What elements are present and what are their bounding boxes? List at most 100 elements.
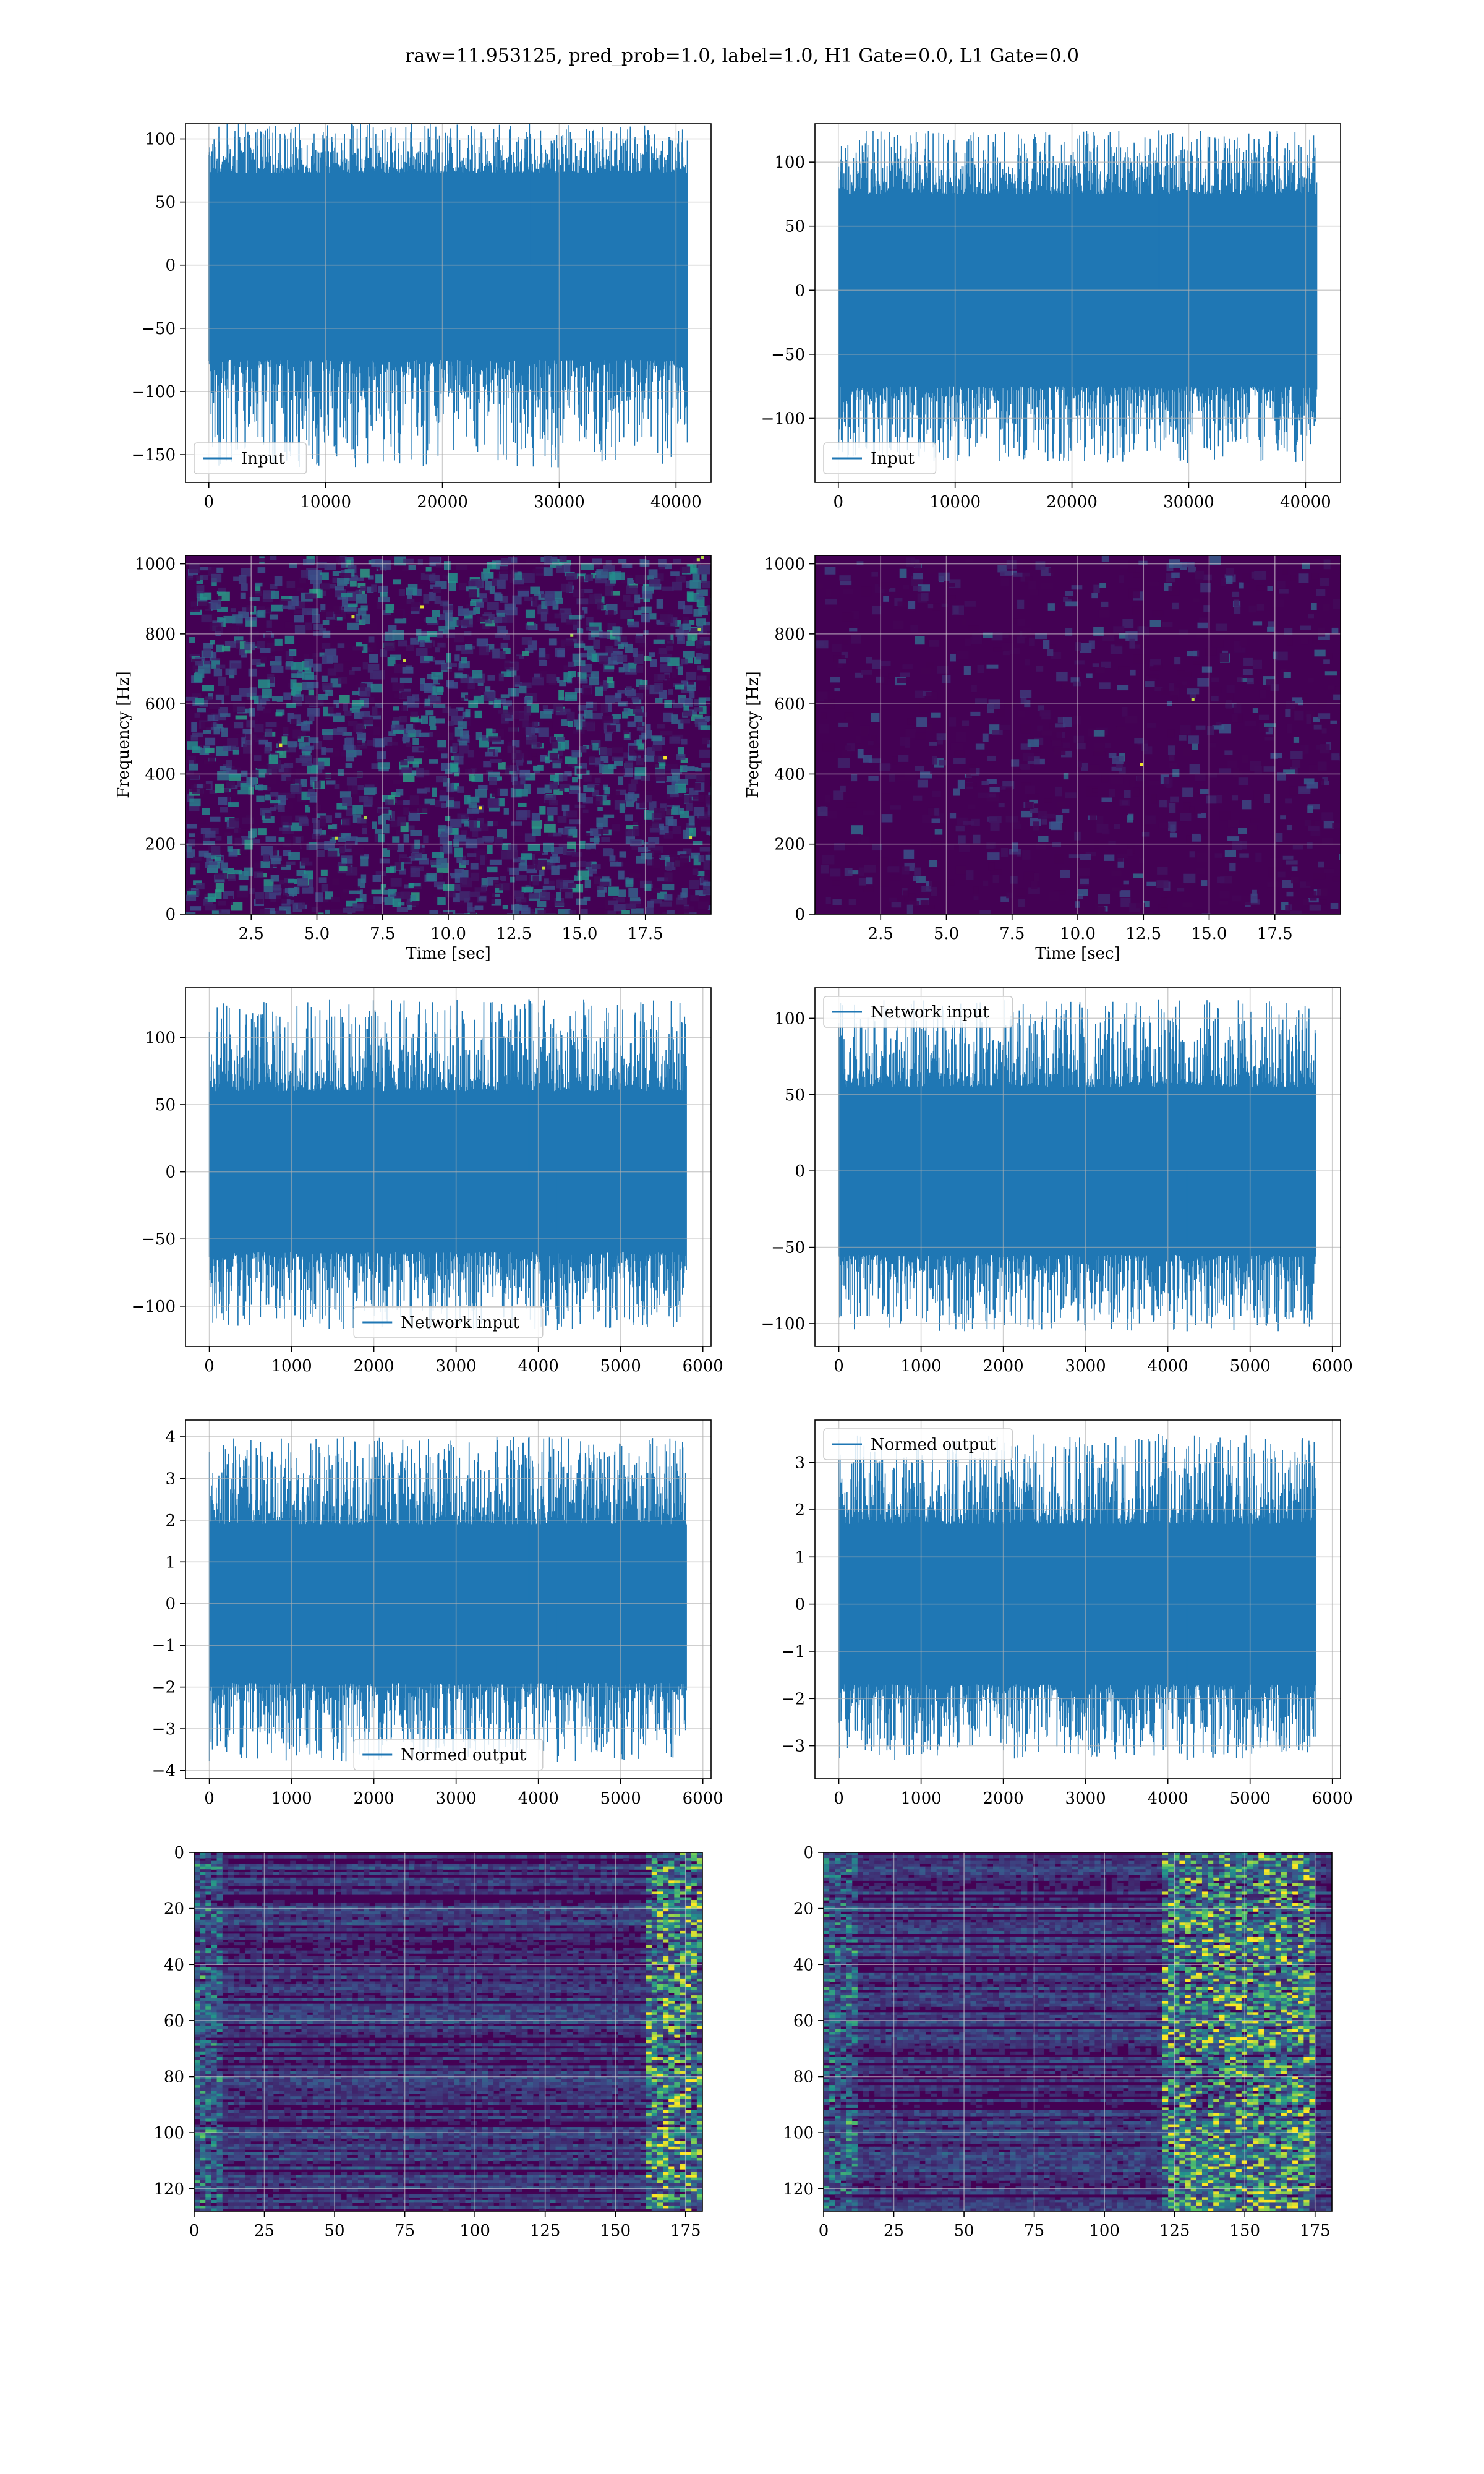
heatmap-cell bbox=[612, 756, 624, 761]
heatmap-cell bbox=[1208, 773, 1217, 778]
heatmap-cell bbox=[221, 727, 228, 737]
heatmap-cell bbox=[696, 1877, 702, 1881]
heatmap-cell bbox=[467, 796, 480, 803]
heatmap-cell bbox=[403, 825, 415, 832]
heatmap-cell bbox=[578, 1877, 584, 1881]
heatmap-cell bbox=[842, 612, 854, 622]
heatmap-cell bbox=[604, 586, 613, 596]
panel-input_h1: 0 10000 20000 30000 40000−150−100−50050100In… bbox=[132, 123, 712, 511]
heatmap-hotspot bbox=[1191, 698, 1195, 701]
heatmap-cell bbox=[292, 876, 305, 880]
heatmap-cell bbox=[296, 1880, 302, 1884]
heatmap-cell bbox=[704, 873, 711, 880]
heatmap-cell bbox=[957, 779, 965, 789]
heatmap-cell bbox=[868, 740, 874, 746]
heatmap-cell bbox=[1006, 892, 1013, 899]
heatmap-cell bbox=[406, 901, 412, 905]
heatmap-cell bbox=[307, 1877, 313, 1881]
heatmap-cell bbox=[349, 890, 362, 894]
heatmap-cell bbox=[454, 1883, 460, 1886]
heatmap-cell bbox=[448, 1891, 454, 1895]
heatmap-cell bbox=[425, 1855, 432, 1859]
heatmap-cell bbox=[561, 888, 573, 893]
heatmap-cell bbox=[544, 1903, 550, 1906]
heatmap-cell bbox=[698, 855, 705, 862]
heatmap-cell bbox=[908, 901, 920, 907]
heatmap-cell bbox=[189, 654, 200, 658]
heatmap-cell bbox=[566, 1883, 573, 1886]
heatmap-cell bbox=[561, 1872, 568, 1875]
heatmap-cell bbox=[950, 742, 963, 750]
heatmap-cell bbox=[704, 716, 711, 722]
heatmap-cell bbox=[1225, 635, 1234, 640]
heatmap-cell bbox=[369, 1855, 375, 1859]
heatmap-cell bbox=[1116, 857, 1124, 862]
heatmap-cell bbox=[555, 1903, 562, 1906]
heatmap-cell bbox=[513, 578, 524, 585]
heatmap-cell bbox=[469, 774, 475, 782]
heatmap-cell bbox=[704, 641, 711, 646]
heatmap-cell bbox=[190, 867, 196, 875]
heatmap-cell bbox=[260, 648, 271, 653]
heatmap-cell bbox=[634, 594, 641, 604]
heatmap-cell bbox=[1252, 621, 1263, 626]
heatmap-cell bbox=[944, 879, 955, 886]
heatmap-cell bbox=[439, 795, 449, 802]
heatmap-cell bbox=[220, 862, 228, 871]
heatmap-cell bbox=[601, 836, 610, 842]
heatmap-cell bbox=[691, 852, 700, 859]
heatmap-cell bbox=[353, 722, 365, 732]
heatmap-cell bbox=[205, 1858, 211, 1862]
legend-box bbox=[823, 996, 1013, 1028]
heatmap-cell bbox=[234, 837, 242, 847]
heatmap-cell bbox=[471, 1869, 477, 1873]
heatmap-cell bbox=[668, 1855, 675, 1859]
heatmap-cell bbox=[654, 819, 663, 824]
heatmap-cell bbox=[471, 1900, 477, 1904]
heatmap-cell bbox=[475, 732, 482, 740]
heatmap-cell bbox=[471, 1903, 477, 1906]
heatmap-cell bbox=[222, 1858, 229, 1862]
heatmap-cell bbox=[1111, 776, 1124, 785]
heatmap-cell bbox=[614, 640, 625, 646]
heatmap-cell bbox=[566, 1891, 573, 1895]
heatmap-cell bbox=[194, 1855, 200, 1859]
heatmap-cell bbox=[318, 1866, 325, 1870]
heatmap-cell bbox=[475, 789, 487, 798]
heatmap-cell bbox=[393, 579, 401, 585]
heatmap-cell bbox=[1292, 845, 1303, 850]
heatmap-cell bbox=[500, 566, 510, 574]
heatmap-cell bbox=[474, 848, 486, 854]
heatmap-cell bbox=[403, 1888, 409, 1893]
heatmap-cell bbox=[513, 701, 520, 711]
heatmap-cell bbox=[582, 809, 589, 813]
heatmap-cell bbox=[419, 803, 430, 813]
heatmap-cell bbox=[920, 592, 929, 601]
heatmap-cell bbox=[203, 643, 213, 649]
heatmap-cell bbox=[260, 908, 270, 914]
heatmap-cell bbox=[620, 641, 628, 647]
heatmap-cell bbox=[521, 563, 533, 570]
heatmap-cell bbox=[566, 1864, 573, 1867]
heatmap-cell bbox=[955, 732, 966, 742]
heatmap-cell bbox=[386, 1883, 393, 1886]
y-tick-label: 200 bbox=[145, 836, 176, 854]
heatmap-cell bbox=[626, 600, 634, 607]
y-tick-label: 1 bbox=[795, 1548, 805, 1567]
heatmap-cell bbox=[496, 612, 506, 617]
heatmap-cell bbox=[651, 1880, 658, 1884]
heatmap-cell bbox=[459, 1864, 466, 1867]
heatmap-cell bbox=[526, 734, 532, 740]
heatmap-cell bbox=[290, 1872, 296, 1875]
heatmap-cell bbox=[657, 1864, 663, 1867]
heatmap-cell bbox=[910, 625, 918, 633]
heatmap-cell bbox=[216, 567, 224, 573]
heatmap-cell bbox=[604, 910, 617, 914]
heatmap-cell bbox=[1227, 760, 1237, 768]
heatmap-cell bbox=[256, 662, 265, 667]
legend-label: Input bbox=[241, 450, 285, 468]
heatmap-cell bbox=[584, 1864, 590, 1867]
heatmap-cell bbox=[273, 887, 282, 894]
heatmap-cell bbox=[284, 1877, 291, 1881]
heatmap-cell bbox=[1104, 854, 1115, 861]
